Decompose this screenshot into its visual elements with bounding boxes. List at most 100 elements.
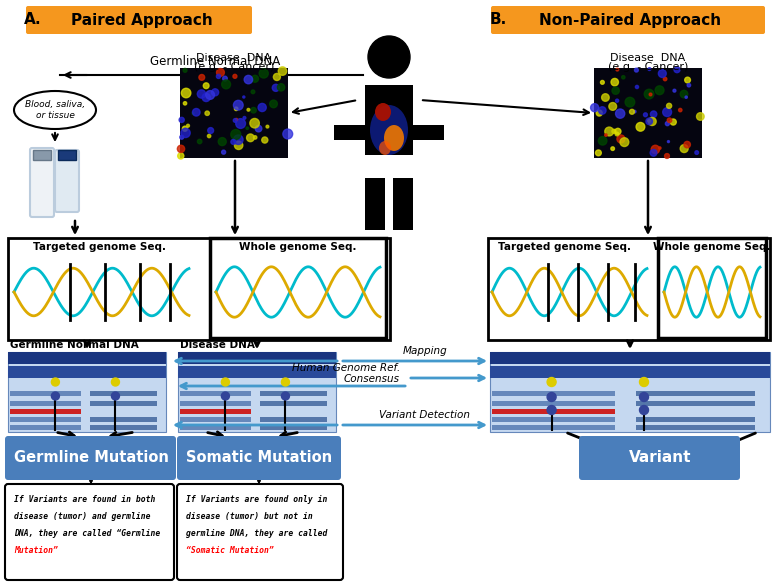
Circle shape xyxy=(258,104,266,112)
Circle shape xyxy=(205,111,209,115)
Circle shape xyxy=(233,119,237,122)
Bar xyxy=(58,150,76,160)
Bar xyxy=(492,401,615,406)
Bar xyxy=(260,417,328,422)
Circle shape xyxy=(680,144,689,152)
Ellipse shape xyxy=(379,141,391,155)
Circle shape xyxy=(250,119,259,128)
Circle shape xyxy=(547,378,556,386)
Text: Whole genome Seq.: Whole genome Seq. xyxy=(654,242,771,252)
Circle shape xyxy=(282,378,289,386)
Bar xyxy=(180,401,251,406)
Text: Blood, saliva,
or tissue: Blood, saliva, or tissue xyxy=(25,100,85,120)
Circle shape xyxy=(251,75,258,82)
Circle shape xyxy=(605,127,614,136)
Circle shape xyxy=(640,406,649,414)
Bar xyxy=(594,68,702,158)
Bar xyxy=(180,417,251,422)
Bar xyxy=(492,417,615,422)
FancyBboxPatch shape xyxy=(5,436,176,480)
Circle shape xyxy=(668,141,669,143)
FancyBboxPatch shape xyxy=(177,436,341,480)
Circle shape xyxy=(658,70,666,77)
Bar xyxy=(180,425,251,430)
Circle shape xyxy=(646,118,653,125)
Circle shape xyxy=(633,111,636,113)
Circle shape xyxy=(198,139,202,144)
Circle shape xyxy=(208,134,211,138)
Circle shape xyxy=(223,76,227,81)
Circle shape xyxy=(246,127,248,129)
Circle shape xyxy=(270,100,278,108)
Circle shape xyxy=(203,83,209,88)
Ellipse shape xyxy=(370,105,408,155)
Circle shape xyxy=(655,86,664,95)
Circle shape xyxy=(273,73,280,80)
Circle shape xyxy=(236,119,246,129)
Bar xyxy=(90,417,157,422)
Bar xyxy=(8,352,166,432)
Bar xyxy=(10,409,81,414)
Circle shape xyxy=(625,97,635,107)
Text: A.: A. xyxy=(24,12,42,27)
Circle shape xyxy=(177,153,184,159)
Circle shape xyxy=(598,137,607,145)
Circle shape xyxy=(664,77,667,81)
Circle shape xyxy=(615,109,625,118)
Circle shape xyxy=(647,119,650,122)
Circle shape xyxy=(180,135,184,139)
Circle shape xyxy=(233,100,244,110)
Circle shape xyxy=(184,102,187,105)
Circle shape xyxy=(272,84,279,91)
Circle shape xyxy=(591,104,599,112)
Circle shape xyxy=(251,90,255,94)
Text: Germline Normal DNA: Germline Normal DNA xyxy=(10,340,138,350)
Circle shape xyxy=(183,69,187,72)
Bar xyxy=(90,391,157,396)
Circle shape xyxy=(640,378,649,386)
Circle shape xyxy=(643,113,647,117)
Circle shape xyxy=(598,107,606,114)
Circle shape xyxy=(179,118,184,122)
Circle shape xyxy=(111,392,120,400)
Circle shape xyxy=(601,94,609,101)
Circle shape xyxy=(181,128,190,137)
Circle shape xyxy=(650,111,657,118)
Circle shape xyxy=(659,147,661,149)
Bar xyxy=(180,391,251,396)
Bar xyxy=(10,425,81,430)
Bar xyxy=(178,352,336,364)
Text: DNA, they are called “Germline: DNA, they are called “Germline xyxy=(14,529,160,538)
Text: Germline Mutation: Germline Mutation xyxy=(13,449,169,464)
Circle shape xyxy=(205,91,215,100)
Circle shape xyxy=(611,147,615,151)
Circle shape xyxy=(199,74,205,80)
Bar xyxy=(636,401,755,406)
Bar xyxy=(490,352,770,432)
Circle shape xyxy=(611,79,619,86)
Circle shape xyxy=(283,129,293,139)
Circle shape xyxy=(216,74,221,79)
Circle shape xyxy=(234,141,243,150)
Circle shape xyxy=(192,108,200,116)
Bar xyxy=(636,417,755,422)
Bar xyxy=(492,409,615,414)
Circle shape xyxy=(617,135,625,143)
FancyBboxPatch shape xyxy=(26,6,252,34)
Ellipse shape xyxy=(14,91,96,129)
Circle shape xyxy=(636,86,639,88)
Circle shape xyxy=(216,69,224,76)
Circle shape xyxy=(222,378,230,386)
Bar xyxy=(8,366,166,378)
Bar xyxy=(260,401,328,406)
FancyBboxPatch shape xyxy=(55,150,79,212)
Circle shape xyxy=(648,118,656,126)
FancyBboxPatch shape xyxy=(579,436,740,480)
Circle shape xyxy=(212,89,219,96)
Ellipse shape xyxy=(375,103,391,121)
Bar xyxy=(178,352,336,432)
Bar xyxy=(90,401,157,406)
Text: Germline Normal DNA: Germline Normal DNA xyxy=(150,55,280,68)
Circle shape xyxy=(605,134,607,136)
Bar xyxy=(490,352,770,364)
